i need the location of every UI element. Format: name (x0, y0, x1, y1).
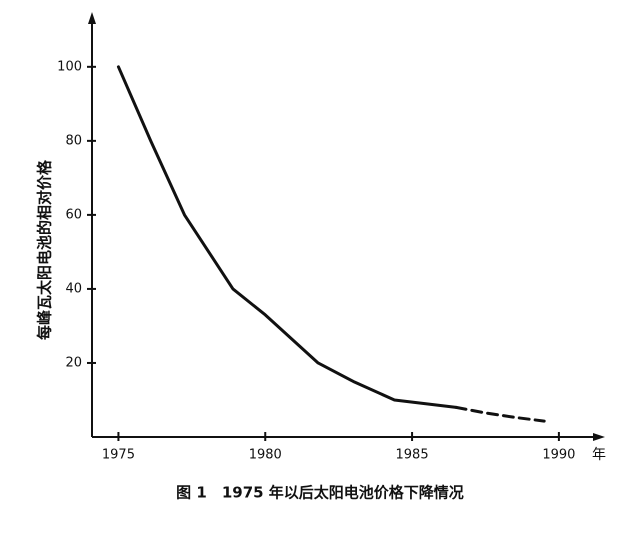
y-tick-label: 40 (65, 281, 82, 296)
y-tick-label: 100 (57, 59, 82, 74)
price-line (116, 65, 458, 409)
y-tick-label: 60 (65, 207, 82, 222)
x-tick-label: 1975 (102, 448, 135, 463)
x-axis-arrow (593, 433, 605, 441)
x-tick-label: 1980 (249, 448, 282, 463)
x-tick-label: 1990 (542, 448, 575, 463)
x-axis-unit: 年 (592, 447, 606, 463)
caption: 图 1 1975 年以后太阳电池价格下降情况 (176, 484, 464, 502)
y-tick-label: 80 (65, 133, 82, 148)
projected-line (454, 405, 546, 423)
y-axis-label: 每峰瓦太阳电池的相对价格 (36, 159, 54, 340)
y-tick-label: 20 (65, 355, 82, 370)
x-tick-label: 1985 (396, 448, 429, 463)
y-axis-arrow (88, 12, 96, 24)
